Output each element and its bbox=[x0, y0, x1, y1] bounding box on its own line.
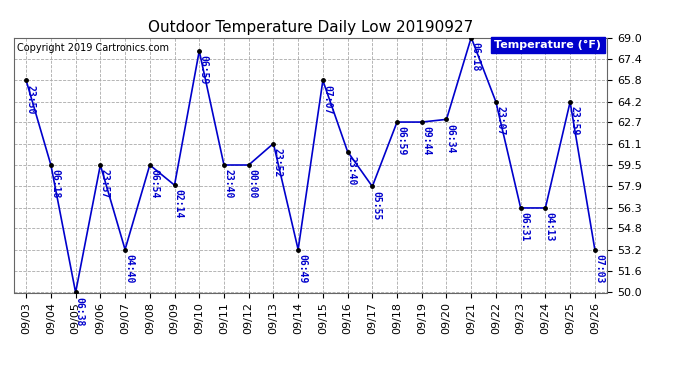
Text: 23:07: 23:07 bbox=[495, 106, 505, 135]
Text: 02:14: 02:14 bbox=[174, 189, 184, 219]
Title: Outdoor Temperature Daily Low 20190927: Outdoor Temperature Daily Low 20190927 bbox=[148, 20, 473, 35]
Text: 06:59: 06:59 bbox=[199, 55, 208, 84]
Text: 23:57: 23:57 bbox=[99, 169, 110, 198]
Text: 07:03: 07:03 bbox=[594, 254, 604, 283]
Text: 07:07: 07:07 bbox=[322, 85, 332, 114]
Text: 23:50: 23:50 bbox=[26, 85, 35, 114]
Text: 09:44: 09:44 bbox=[421, 126, 431, 156]
Text: 06:59: 06:59 bbox=[396, 126, 406, 156]
Text: Temperature (°F): Temperature (°F) bbox=[494, 40, 601, 50]
Text: 06:31: 06:31 bbox=[520, 212, 530, 242]
Text: 06:54: 06:54 bbox=[149, 169, 159, 198]
Text: 06:49: 06:49 bbox=[297, 254, 307, 283]
Text: 06:38: 06:38 bbox=[75, 297, 85, 326]
Text: 23:40: 23:40 bbox=[347, 156, 357, 185]
Text: 23:40: 23:40 bbox=[223, 169, 233, 198]
Text: 06:18: 06:18 bbox=[471, 42, 480, 71]
Text: 04:13: 04:13 bbox=[544, 212, 555, 242]
Text: 05:55: 05:55 bbox=[371, 190, 382, 220]
Text: 23:59: 23:59 bbox=[569, 106, 580, 135]
Text: 00:00: 00:00 bbox=[248, 169, 258, 198]
Text: 04:40: 04:40 bbox=[124, 254, 135, 283]
Text: 06:34: 06:34 bbox=[446, 123, 455, 153]
Text: 23:52: 23:52 bbox=[273, 148, 283, 177]
Text: Copyright 2019 Cartronics.com: Copyright 2019 Cartronics.com bbox=[17, 43, 169, 52]
Text: 06:18: 06:18 bbox=[50, 169, 60, 198]
